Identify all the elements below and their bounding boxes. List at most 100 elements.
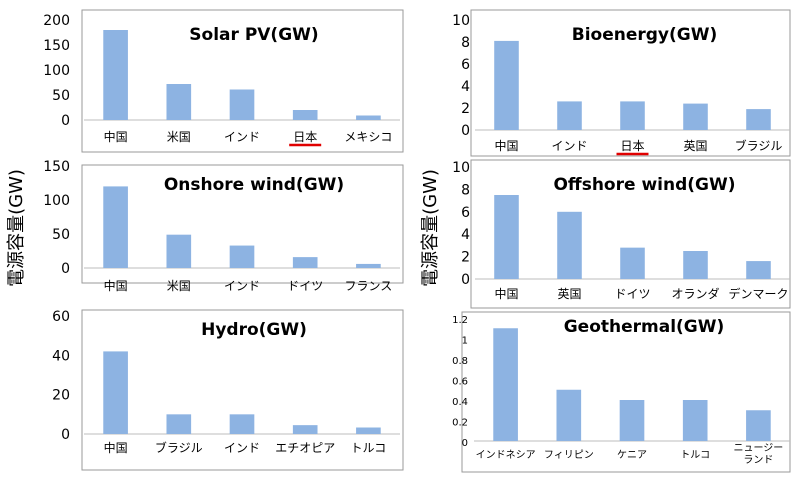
hydro-category-label: インド	[224, 441, 260, 455]
bio-bar	[746, 109, 771, 130]
onshore-y-tick-label: 150	[43, 159, 70, 175]
hydro-plot-frame	[81, 309, 404, 471]
solar-bar	[356, 115, 381, 120]
solar-category-label: 米国	[167, 130, 191, 144]
bio-plot-frame	[470, 9, 791, 157]
offshore-chart-title: Offshore wind(GW)	[553, 175, 735, 195]
onshore-y-tick-label: 100	[43, 193, 70, 209]
geo-bar	[556, 389, 582, 441]
hydro-bar	[229, 414, 255, 434]
bio-category-label: ブラジル	[735, 138, 783, 153]
geo-y-tick-label: 1.2	[452, 315, 468, 326]
geo-y-tick-label: 0.8	[452, 356, 468, 367]
geo-chart-title: Geothermal(GW)	[564, 317, 725, 337]
onshore-category-label: 米国	[167, 279, 191, 293]
hydro-y-tick-label: 60	[52, 309, 70, 325]
hydro-category-label: ブラジル	[155, 440, 203, 455]
offshore-bar	[620, 247, 645, 279]
solar-y-tick-label: 100	[43, 63, 70, 79]
offshore-category-label: ドイツ	[614, 287, 650, 301]
offshore-y-tick-label: 8	[461, 182, 470, 198]
offshore-category-label: 中国	[494, 286, 518, 301]
bio-category-label: 日本	[620, 139, 644, 153]
solar-category-label: 日本	[293, 130, 317, 144]
onshore-category-label: フランス	[345, 279, 393, 293]
bio-y-tick-label: 10	[452, 13, 470, 29]
offshore-bar	[557, 211, 582, 279]
hydro-category-label: 中国	[104, 440, 128, 455]
hydro-category-label: トルコ	[351, 441, 387, 455]
solar-bar	[292, 110, 318, 120]
bio-category-label: 中国	[494, 138, 518, 153]
solar-bar	[103, 30, 128, 120]
bio-category-label: 英国	[683, 139, 707, 153]
hydro-bar	[166, 414, 192, 434]
solar-bar	[229, 89, 255, 120]
bio-y-tick-label: 8	[461, 35, 470, 51]
bio-y-tick-label: 6	[461, 57, 470, 73]
onshore-category-label: ドイツ	[287, 279, 323, 293]
geo-category-label: トルコ	[680, 450, 710, 461]
solar-y-tick-label: 150	[43, 38, 70, 54]
geo-category-label: ニュージー	[733, 443, 783, 454]
geo-y-tick-label: 0.6	[452, 377, 468, 388]
solar-chart-title: Solar PV(GW)	[189, 25, 318, 45]
hydro-bar	[356, 427, 381, 434]
solar-category-label: インド	[224, 130, 260, 144]
solar-y-tick-label: 0	[61, 113, 70, 129]
onshore-chart: 150 100 50 0 中国 米国 インド ドイツ フランス Onshore wind(GW)	[43, 159, 404, 293]
geo-bar	[746, 410, 771, 441]
geo-bar	[493, 328, 518, 441]
hydro-category-label: エチオピア	[275, 441, 335, 455]
onshore-bar	[292, 257, 318, 268]
onshore-chart-title: Onshore wind(GW)	[164, 175, 344, 195]
hydro-bar	[292, 425, 318, 434]
solar-category-label: 中国	[104, 129, 128, 144]
hydro-y-tick-label: 40	[52, 348, 70, 364]
solar-chart: 200 150 100 50 0 中国 米国 インド 日本 メキシコ Solar PV(GW)	[43, 9, 404, 153]
offshore-y-tick-label: 2	[461, 250, 470, 266]
bio-chart: 10 8 6 4 2 0 中国 インド 日本 英国 ブラジル Bioenergy(GW)	[452, 9, 791, 157]
bio-bar	[620, 101, 645, 130]
bio-bar	[494, 40, 519, 130]
hydro-chart-title: Hydro(GW)	[201, 320, 307, 340]
hydro-y-tick-label: 0	[61, 427, 70, 443]
geo-bar	[682, 400, 708, 441]
bio-category-label: インド	[551, 139, 587, 153]
solar-y-tick-label: 50	[52, 88, 70, 104]
onshore-category-label: 中国	[104, 278, 128, 293]
geo-chart: 1.2 1 0.8 0.6 0.4 0.2 0 インドネシア フィリピン ケニア トルコ ニュージーラ…	[452, 311, 791, 473]
offshore-bar	[683, 251, 708, 279]
onshore-category-label: インド	[224, 279, 260, 293]
geo-y-tick-label: 0	[462, 438, 468, 449]
geo-category-label: ランド	[743, 454, 773, 466]
y-axis-label-middle-left: 電源容量(GW)	[6, 169, 27, 287]
bio-y-tick-label: 0	[461, 123, 470, 139]
offshore-y-tick-label: 10	[452, 160, 470, 176]
onshore-y-tick-label: 50	[52, 227, 70, 243]
hydro-y-tick-label: 20	[52, 388, 70, 404]
offshore-bar	[494, 195, 519, 279]
onshore-bar	[103, 186, 128, 268]
y-axis-label-middle-right: 電源容量(GW)	[420, 169, 441, 287]
geo-bar	[619, 400, 645, 441]
offshore-y-tick-label: 6	[461, 205, 470, 221]
offshore-y-tick-label: 4	[461, 227, 470, 243]
onshore-bar	[166, 234, 192, 268]
geo-category-label: インドネシア	[476, 449, 536, 461]
bio-bar	[683, 103, 708, 130]
geo-y-tick-label: 1	[462, 336, 468, 347]
onshore-bar	[356, 263, 381, 268]
hydro-bar	[103, 351, 128, 434]
bio-bar	[557, 101, 582, 130]
bio-y-tick-label: 4	[461, 79, 470, 95]
bio-y-tick-label: 2	[461, 101, 470, 117]
offshore-category-label: 英国	[557, 287, 581, 301]
solar-category-label: メキシコ	[344, 130, 392, 144]
geo-category-label: ケニア	[617, 449, 647, 461]
offshore-chart: 10 8 6 4 2 0 中国 英国 ドイツ オランダ デンマーク Offshore wind(GW)	[452, 159, 791, 309]
geo-y-tick-label: 0.2	[452, 418, 468, 429]
hydro-chart: 60 40 20 0 中国 ブラジル インド エチオピア トルコ Hydro(GW)	[52, 309, 404, 471]
offshore-plot-frame	[470, 159, 791, 309]
